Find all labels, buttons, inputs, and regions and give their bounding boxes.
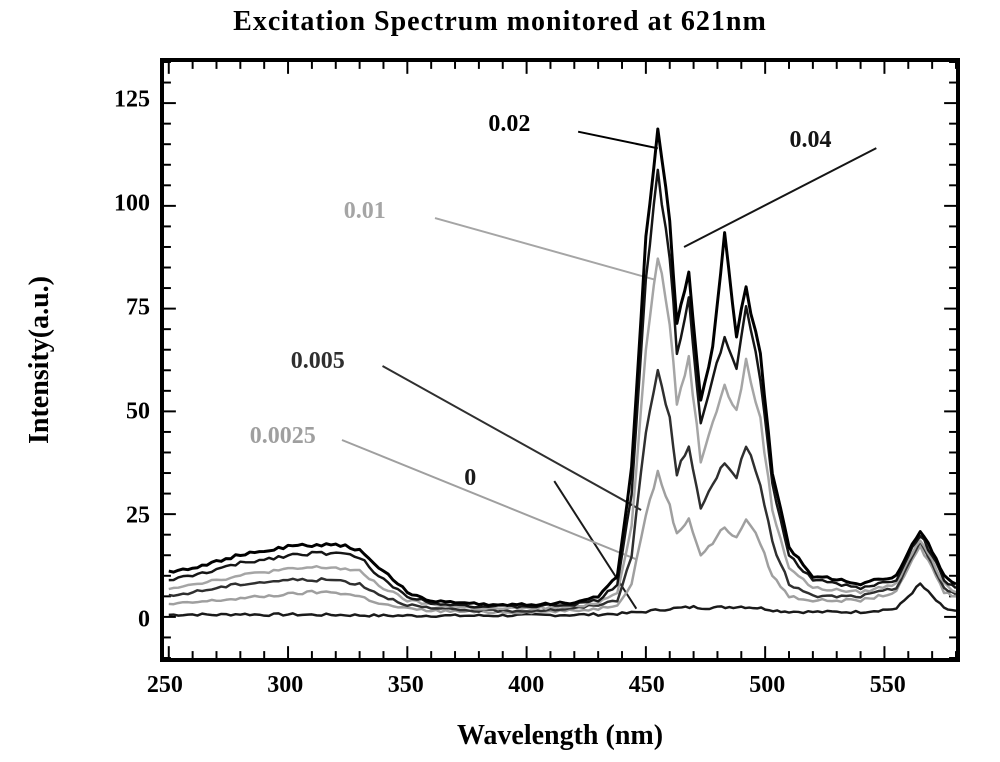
y-axis-label: Intensity(a.u.) [24, 276, 56, 444]
leader-line [383, 366, 642, 510]
y-tick-label: 50 [80, 399, 150, 426]
series-0.02 [169, 129, 956, 606]
y-tick-label: 125 [80, 86, 150, 113]
leader-line [684, 148, 876, 247]
series-label-0.02: 0.02 [488, 111, 530, 138]
series-0.005 [169, 370, 956, 612]
x-tick-label: 400 [508, 672, 544, 699]
x-tick-label: 250 [147, 672, 183, 699]
y-tick-label: 25 [80, 503, 150, 530]
leader-line [342, 440, 636, 559]
series-label-0.01: 0.01 [344, 198, 386, 225]
series-label-0: 0 [464, 465, 476, 492]
series-label-0.005: 0.005 [291, 348, 345, 375]
x-tick-label: 450 [629, 672, 665, 699]
x-tick-label: 550 [870, 672, 906, 699]
y-tick-label: 100 [80, 190, 150, 217]
plot-area [160, 58, 960, 662]
leader-line [578, 132, 658, 149]
x-tick-label: 500 [749, 672, 785, 699]
leader-line [435, 218, 655, 280]
plot-svg [164, 62, 956, 658]
series-0.04 [169, 170, 956, 608]
x-axis-label: Wavelength (nm) [457, 720, 663, 752]
chart-title: Excitation Spectrum monitored at 621nm [0, 6, 1000, 38]
y-tick-label: 75 [80, 294, 150, 321]
x-tick-label: 300 [267, 672, 303, 699]
excitation-spectrum-chart: { "chart": { "type": "line", "title": "E… [0, 0, 1000, 762]
series-label-0.0025: 0.0025 [250, 423, 316, 450]
x-tick-label: 350 [388, 672, 424, 699]
series-label-0.04: 0.04 [790, 127, 832, 154]
y-tick-label: 0 [80, 607, 150, 634]
